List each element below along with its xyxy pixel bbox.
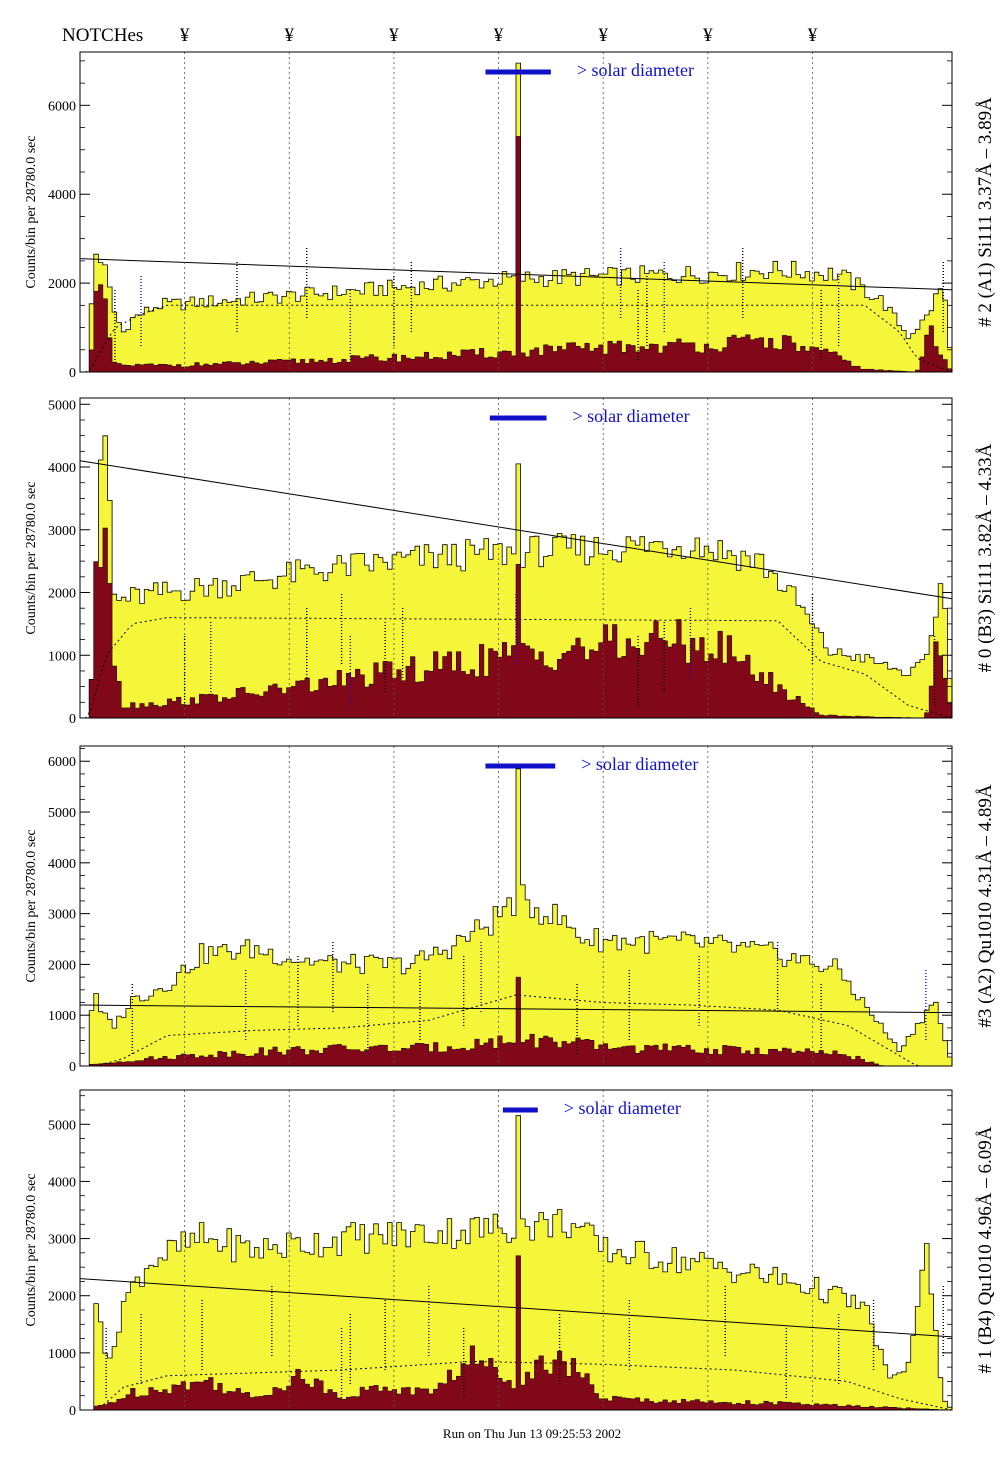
dark-histogram <box>80 1255 953 1411</box>
solar-diameter-label: > solar diameter <box>564 1098 681 1118</box>
y-tick-label: 5000 <box>48 1118 76 1133</box>
dark-histogram <box>80 136 953 373</box>
dark-histogram <box>80 527 953 719</box>
notch-symbol: ¥ <box>285 25 295 46</box>
y-tick-label: 2000 <box>48 587 76 602</box>
dark-histogram <box>80 976 952 1067</box>
trend-line <box>79 258 953 291</box>
plot-frame <box>79 397 953 719</box>
y-axis-label: Counts/bin per 28780.0 sec <box>24 481 39 634</box>
fit-curve <box>80 304 953 373</box>
notch-symbol: ¥ <box>703 25 713 46</box>
spectrum-panel-2: 0 1000 2000 3000 4000 5000 Counts/bin per 2878… <box>24 397 996 727</box>
y-tick-label: 5000 <box>48 806 76 821</box>
notch-symbols: ¥ ¥ ¥ ¥ ¥ ¥ ¥ <box>180 25 818 46</box>
y-axis-label: Counts/bin per 28780.0 sec <box>24 1173 39 1326</box>
spectrum-panel-1: 0 2000 4000 6000 Counts/bin per 28780.0 sec #… <box>24 51 996 381</box>
trend-line <box>79 1278 953 1338</box>
y-tick-label: 0 <box>69 712 76 727</box>
spectrum-panel-3: 0 1000 2000 3000 4000 5000 6000 Counts/bin per … <box>24 745 996 1075</box>
y-axis-label: Counts/bin per 28780.0 sec <box>24 829 39 982</box>
y-tick-label: 0 <box>69 1404 76 1419</box>
notch-symbol: ¥ <box>808 25 818 46</box>
y-tick-label: 1000 <box>48 1009 76 1024</box>
y-tick-label: 0 <box>69 366 76 381</box>
y-tick-label: 5000 <box>48 398 76 413</box>
notches-label: NOTCHes <box>62 25 143 46</box>
panel-range-label: # 1 (B4) Qu1010 4.96Å – 6.09Å <box>975 1126 996 1373</box>
y-tick-label: 1000 <box>48 649 76 664</box>
y-tick-label: 4000 <box>48 857 76 872</box>
y-tick-label: 4000 <box>48 188 76 203</box>
y-tick-label: 1000 <box>48 1347 76 1362</box>
panels: 0 2000 4000 6000 Counts/bin per 28780.0 sec #… <box>24 51 996 1419</box>
trend-line <box>79 460 953 600</box>
notch-symbol: ¥ <box>180 25 190 46</box>
fit-curve <box>80 1360 953 1411</box>
solar-diameter-label: > solar diameter <box>581 754 698 774</box>
panel-range-label: #3 (A2) Qu1010 4.31Å – 4.89Å <box>975 784 996 1028</box>
panel-range-label: # 0 (B3) Si111 3.82Å – 4.33Å <box>975 443 996 672</box>
notch-symbol: ¥ <box>494 25 504 46</box>
y-tick-label: 4000 <box>48 1175 76 1190</box>
y-tick-label: 0 <box>69 1060 76 1075</box>
yellow-histogram <box>80 768 953 1067</box>
y-tick-label: 3000 <box>48 1233 76 1248</box>
fit-curve <box>80 994 952 1067</box>
y-tick-label: 6000 <box>48 755 76 770</box>
y-tick-label: 3000 <box>48 908 76 923</box>
solar-diameter-label: > solar diameter <box>573 406 690 426</box>
y-tick-label: 3000 <box>48 524 76 539</box>
run-timestamp: Run on Thu Jun 13 09:25:53 2002 <box>443 1426 621 1441</box>
trend-line <box>79 1004 953 1014</box>
y-tick-label: 6000 <box>48 99 76 114</box>
plot-frame <box>79 51 953 373</box>
plot-frame <box>79 1089 953 1411</box>
fit-curve <box>80 617 953 719</box>
y-tick-label: 2000 <box>48 958 76 973</box>
panel-range-label: # 2 (A1) Si111 3.37Å – 3.89Å <box>975 97 996 327</box>
notch-symbol: ¥ <box>598 25 608 46</box>
notch-symbol: ¥ <box>389 25 399 46</box>
y-tick-label: 2000 <box>48 277 76 292</box>
y-axis-label: Counts/bin per 28780.0 sec <box>24 135 39 288</box>
solar-diameter-label: > solar diameter <box>577 60 694 80</box>
plot-frame <box>79 745 953 1067</box>
spectrum-panel-4: 0 1000 2000 3000 4000 5000 Counts/bin per 2878… <box>24 1089 996 1419</box>
y-tick-label: 2000 <box>48 1290 76 1305</box>
y-tick-label: 4000 <box>48 461 76 476</box>
